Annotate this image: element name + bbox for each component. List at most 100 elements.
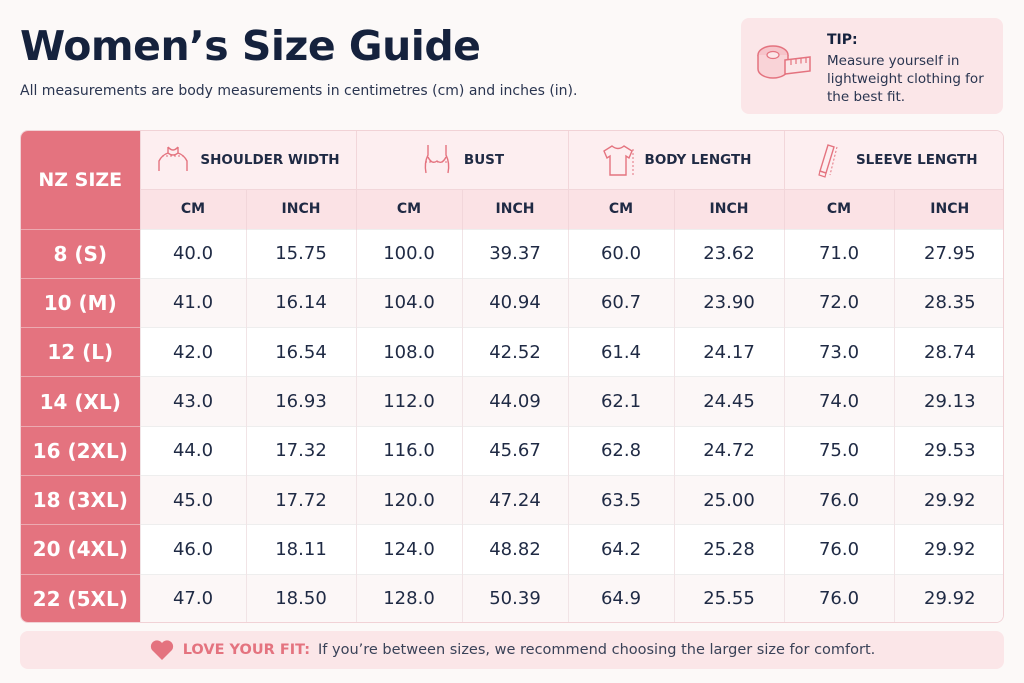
- table-row: 16 (2XL) 44.0 17.32 116.0 45.67 62.8 24.72 75.0…: [21, 425, 1003, 476]
- measurement-cell: 24.72: [673, 425, 785, 476]
- unit-header-cm: CM: [139, 188, 246, 229]
- measurement-cell: 64.9: [567, 573, 674, 622]
- measurement-cell: 44.09: [461, 376, 568, 427]
- table-row: 10 (M) 41.0 16.14 104.0 40.94 60.7 23.90 72.0 28…: [21, 277, 1003, 328]
- measurement-cell: 15.75: [245, 228, 356, 279]
- measurement-cell: 45.0: [139, 474, 246, 525]
- measurement-cell: 61.4: [567, 327, 674, 377]
- measurement-cell: 47.24: [461, 474, 568, 525]
- tip-box: TIP: Measure yourself in lightweight clo…: [741, 18, 1003, 114]
- measurement-cell: 16.93: [245, 376, 356, 427]
- measurement-cell: 27.95: [893, 228, 1003, 279]
- measurement-cell: 29.13: [893, 376, 1003, 427]
- measurement-cell: 17.72: [245, 474, 356, 525]
- measurement-cell: 73.0: [783, 327, 895, 377]
- measurement-cell: 76.0: [783, 573, 895, 622]
- measurement-cell: 16.14: [245, 277, 356, 328]
- unit-header-inch: INCH: [461, 188, 568, 229]
- unit-header-inch: INCH: [673, 188, 785, 229]
- table-row: 20 (4XL) 46.0 18.11 124.0 48.82 64.2 25.28 76.0…: [21, 524, 1003, 575]
- group-header-bust: BUST: [355, 131, 568, 189]
- group-label: BUST: [463, 151, 505, 168]
- measurement-cell: 44.0: [139, 425, 246, 476]
- measurement-cell: 28.35: [893, 277, 1003, 328]
- measurement-cell: 100.0: [355, 228, 462, 279]
- table-row: 22 (5XL) 47.0 18.50 128.0 50.39 64.9 25.55 76.0…: [21, 573, 1003, 622]
- tape-measure-icon: [757, 45, 811, 79]
- measurement-cell: 71.0: [783, 228, 895, 279]
- measurement-cell: 23.90: [673, 277, 785, 328]
- group-label: SHOULDER WIDTH: [200, 151, 340, 168]
- measurement-cell: 29.53: [893, 425, 1003, 476]
- tshirt-icon: [602, 144, 634, 176]
- measurement-cell: 18.50: [245, 573, 356, 622]
- size-label: 12 (L): [21, 327, 140, 377]
- group-label: SLEEVE LENGTH: [855, 151, 978, 168]
- unit-header-inch: INCH: [245, 188, 356, 229]
- tip-text: Measure yourself in lightweight clothing…: [827, 53, 984, 105]
- size-label: 20 (4XL): [21, 524, 140, 575]
- measurement-cell: 29.92: [893, 524, 1003, 575]
- measurement-cell: 76.0: [783, 474, 895, 525]
- measurement-cell: 76.0: [783, 524, 895, 575]
- measurement-cell: 72.0: [783, 277, 895, 328]
- measurement-cell: 50.39: [461, 573, 568, 622]
- size-table: NZ SIZE SHOULDER WIDTH: [20, 130, 1004, 623]
- unit-header-cm: CM: [355, 188, 462, 229]
- measurement-cell: 75.0: [783, 425, 895, 476]
- measurement-cell: 46.0: [139, 524, 246, 575]
- measurement-cell: 60.0: [567, 228, 674, 279]
- table-row: 18 (3XL) 45.0 17.72 120.0 47.24 63.5 25.00 76.0…: [21, 474, 1003, 525]
- measurement-cell: 24.45: [673, 376, 785, 427]
- measurement-cell: 41.0: [139, 277, 246, 328]
- measurement-cell: 29.92: [893, 573, 1003, 622]
- measurement-cell: 25.28: [673, 524, 785, 575]
- measurement-cell: 42.0: [139, 327, 246, 377]
- measurement-cell: 48.82: [461, 524, 568, 575]
- measurement-cell: 62.8: [567, 425, 674, 476]
- page-title: Women’s Size Guide: [20, 22, 481, 70]
- group-label: BODY LENGTH: [644, 151, 752, 168]
- measurement-cell: 42.52: [461, 327, 568, 377]
- measurement-cell: 24.17: [673, 327, 785, 377]
- group-header-shoulder-width: SHOULDER WIDTH: [139, 131, 356, 189]
- unit-header-cm: CM: [783, 188, 895, 229]
- measurement-cell: 64.2: [567, 524, 674, 575]
- measurement-cell: 47.0: [139, 573, 246, 622]
- heart-icon: [150, 640, 173, 660]
- size-label: 22 (5XL): [21, 573, 140, 622]
- measurement-cell: 128.0: [355, 573, 462, 622]
- size-label: 16 (2XL): [21, 425, 140, 476]
- measurement-cell: 112.0: [355, 376, 462, 427]
- measurement-cell: 108.0: [355, 327, 462, 377]
- fit-note: LOVE YOUR FIT: If you’re between sizes, …: [20, 631, 1004, 669]
- unit-header-cm: CM: [567, 188, 674, 229]
- size-label: 8 (S): [21, 228, 140, 279]
- measurement-cell: 40.0: [139, 228, 246, 279]
- measurement-cell: 18.11: [245, 524, 356, 575]
- measurement-cell: 116.0: [355, 425, 462, 476]
- measurement-cell: 45.67: [461, 425, 568, 476]
- tip-title: TIP:: [827, 32, 858, 48]
- measurement-cell: 60.7: [567, 277, 674, 328]
- size-label: 14 (XL): [21, 376, 140, 427]
- measurement-cell: 40.94: [461, 277, 568, 328]
- size-label: 18 (3XL): [21, 474, 140, 525]
- shoulder-icon: [158, 146, 189, 171]
- table-row: 12 (L) 42.0 16.54 108.0 42.52 61.4 24.17 73.0 28…: [21, 327, 1003, 377]
- size-label: 10 (M): [21, 277, 140, 328]
- measurement-cell: 120.0: [355, 474, 462, 525]
- sleeve-icon: [818, 143, 838, 178]
- measurement-cell: 25.00: [673, 474, 785, 525]
- fit-note-text: If you’re between sizes, we recommend ch…: [318, 642, 876, 658]
- table-row: 8 (S) 40.0 15.75 100.0 39.37 60.0 23.62 71.0 27.…: [21, 228, 1003, 279]
- measurement-cell: 124.0: [355, 524, 462, 575]
- group-header-sleeve-length: SLEEVE LENGTH: [783, 131, 1003, 189]
- measurement-cell: 28.74: [893, 327, 1003, 377]
- measurement-cell: 62.1: [567, 376, 674, 427]
- measurement-cell: 29.92: [893, 474, 1003, 525]
- measurement-cell: 25.55: [673, 573, 785, 622]
- measurement-cell: 17.32: [245, 425, 356, 476]
- size-column-header: NZ SIZE: [21, 131, 140, 229]
- measurement-cell: 39.37: [461, 228, 568, 279]
